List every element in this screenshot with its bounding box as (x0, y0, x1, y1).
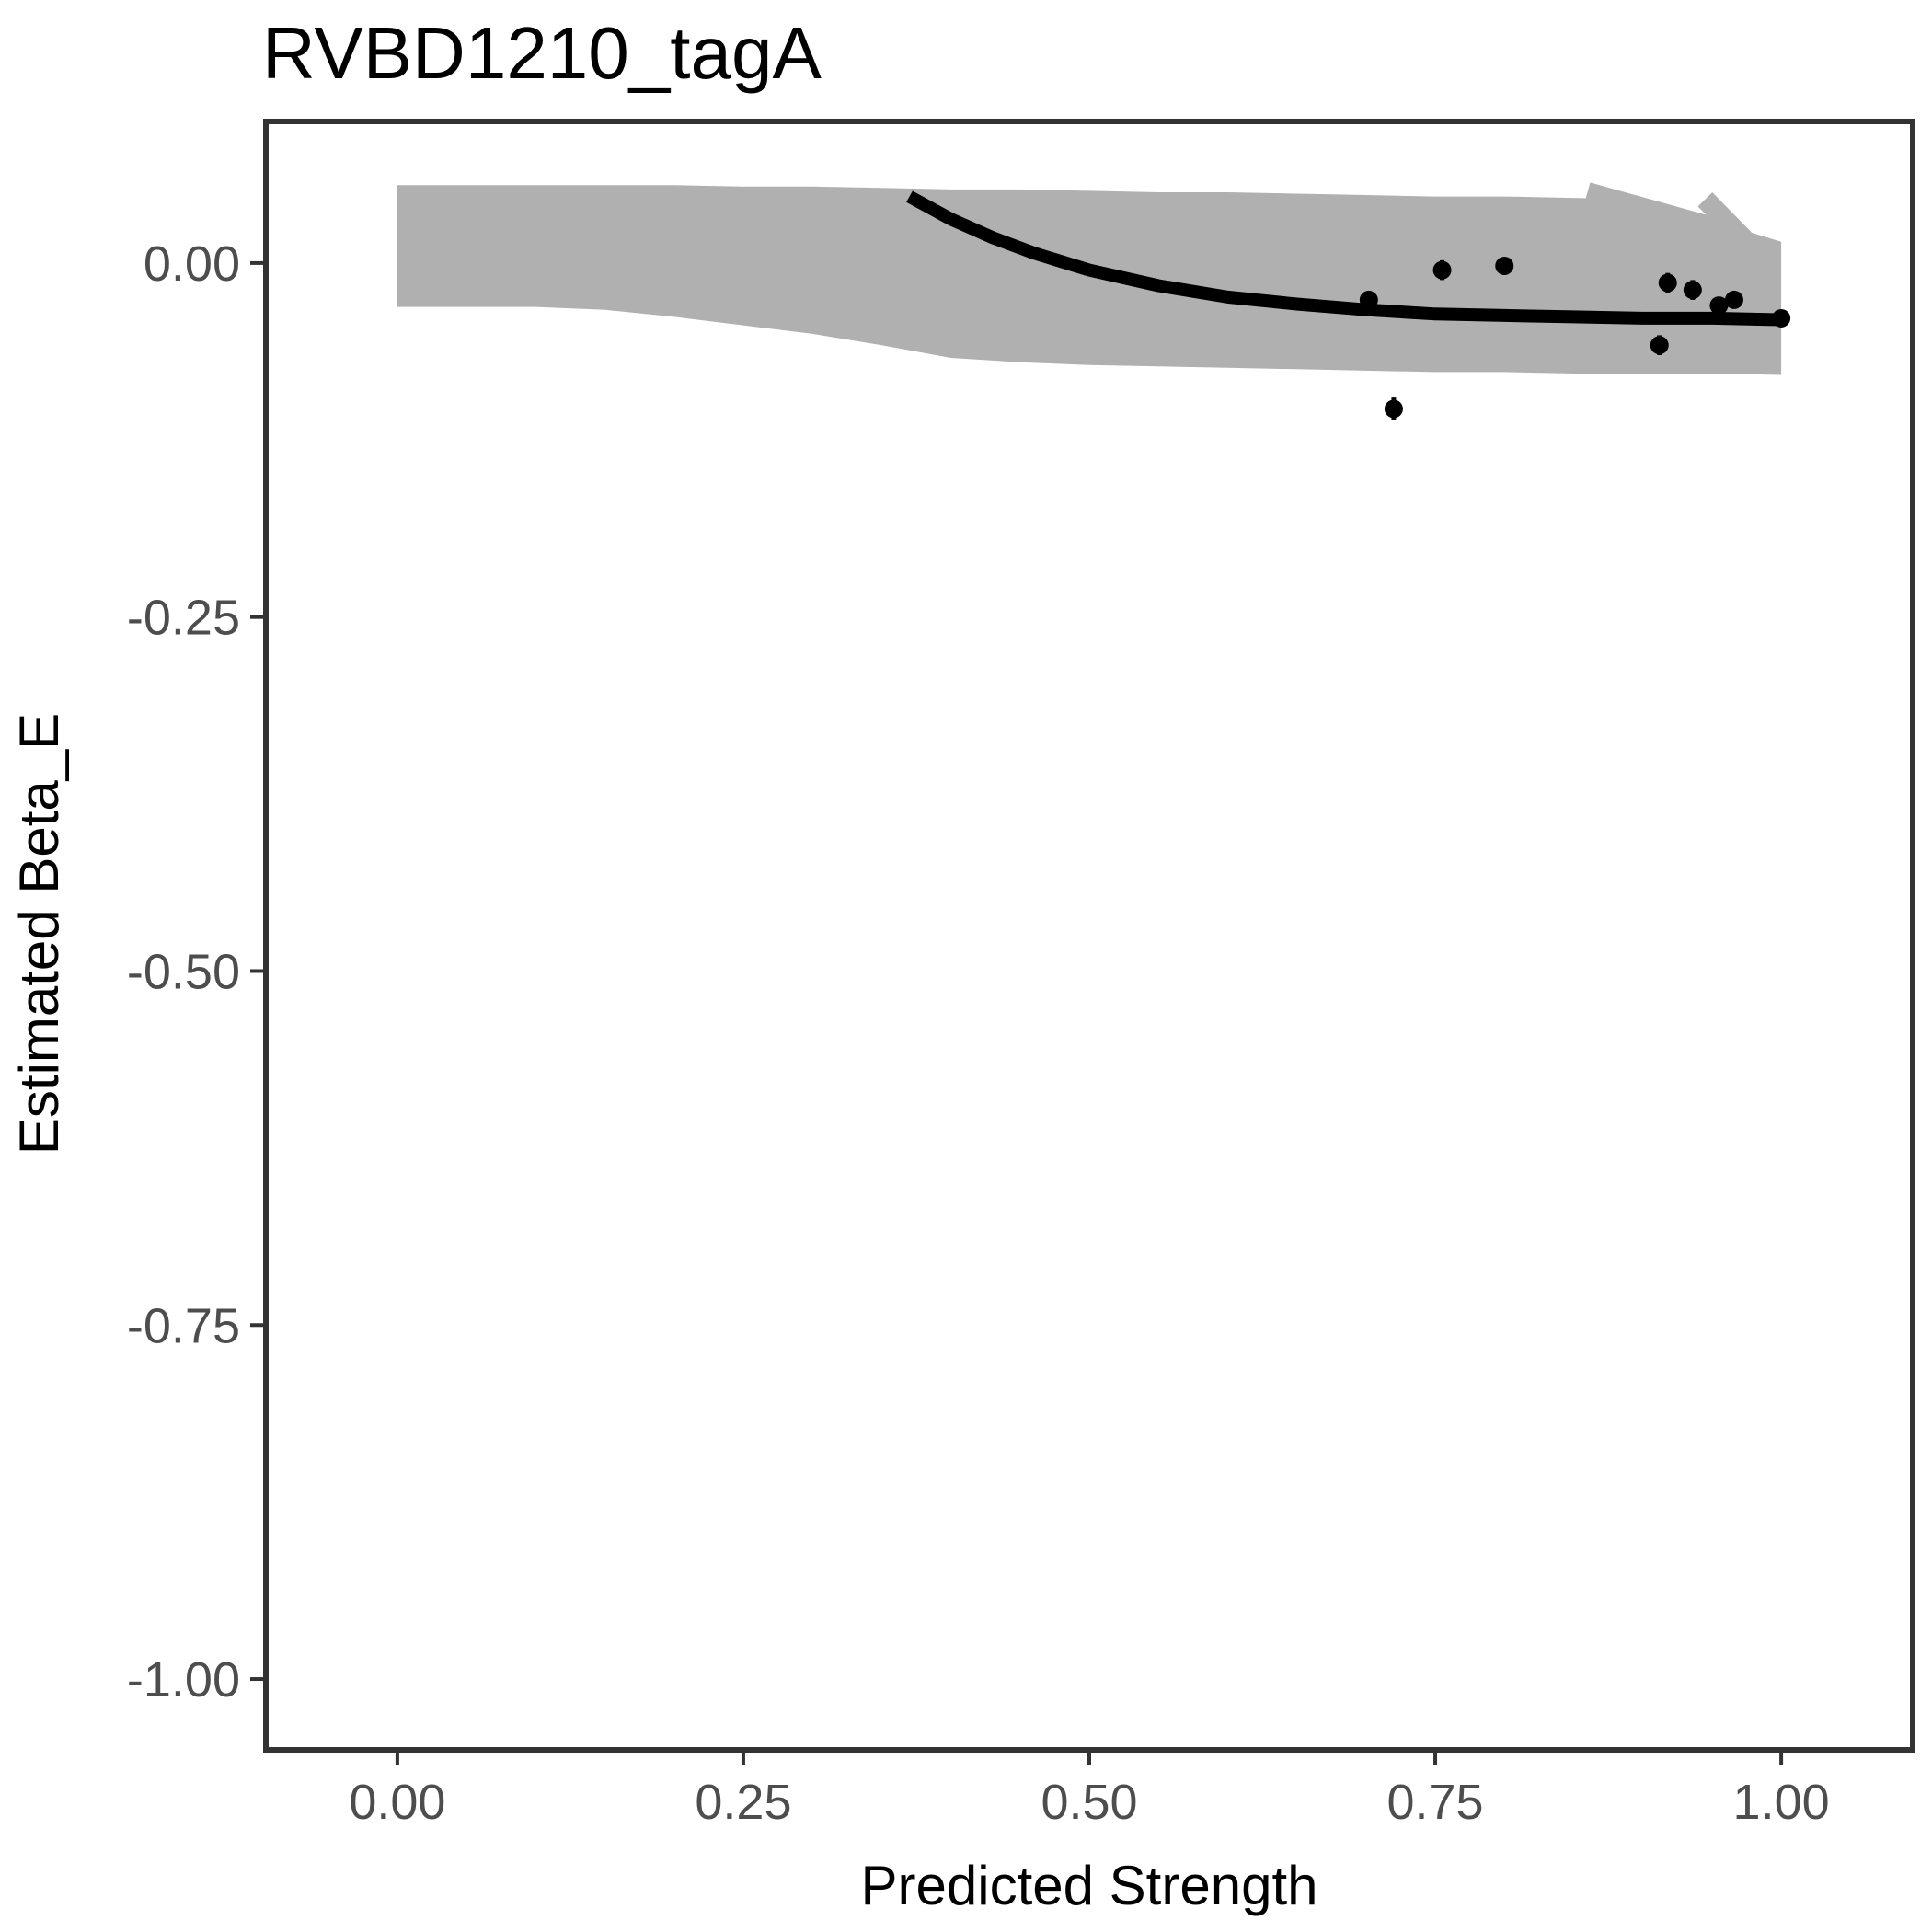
y-axis: 0.00 -0.25 -0.50 -0.75 -1.00 (127, 236, 263, 1708)
point-marker (1359, 290, 1378, 309)
x-tick-label: 0.00 (349, 1775, 445, 1830)
point-marker (1650, 336, 1669, 355)
data-point-8 (1724, 290, 1743, 309)
chart-title: RVBD1210_tagA (262, 12, 822, 94)
data-point-1 (1384, 397, 1403, 420)
x-tick-label: 1.00 (1733, 1775, 1830, 1830)
y-tick-label: -0.75 (127, 1298, 240, 1353)
y-tick-label: -1.00 (127, 1652, 240, 1708)
y-tick-label: 0.00 (144, 236, 240, 292)
point-marker (1658, 273, 1677, 293)
band-spike-0 (1584, 182, 1742, 245)
y-tick-label: -0.25 (127, 591, 240, 646)
point-marker (1384, 399, 1403, 419)
point-marker (1724, 290, 1743, 309)
point-marker (1432, 260, 1452, 280)
band-spike-1 (1697, 191, 1754, 249)
y-axis-label: Estimated Beta_E (8, 713, 70, 1155)
data-point-7 (1709, 296, 1729, 316)
plot-area (397, 182, 1791, 420)
data-point-9 (1772, 308, 1791, 328)
uncertainty-band (397, 185, 1782, 375)
fit-line (906, 190, 1782, 327)
point-marker (1709, 296, 1729, 316)
data-point-5 (1658, 272, 1677, 293)
x-tick-label: 0.75 (1386, 1775, 1483, 1830)
data-point-2 (1432, 259, 1452, 281)
point-marker (1683, 281, 1702, 300)
data-point-4 (1650, 335, 1669, 355)
x-axis: 0.00 0.25 0.50 0.75 1.00 (349, 1753, 1830, 1830)
x-axis-label: Predicted Strength (861, 1855, 1318, 1916)
point-marker (1772, 308, 1791, 328)
data-point-3 (1495, 256, 1514, 275)
y-tick-label: -0.50 (127, 944, 240, 999)
data-point-0 (1359, 290, 1378, 309)
data-point-6 (1683, 280, 1702, 300)
x-tick-label: 0.25 (695, 1775, 791, 1830)
point-marker (1495, 256, 1514, 275)
plot-frame (263, 119, 1915, 1753)
x-tick-label: 0.50 (1041, 1775, 1137, 1830)
